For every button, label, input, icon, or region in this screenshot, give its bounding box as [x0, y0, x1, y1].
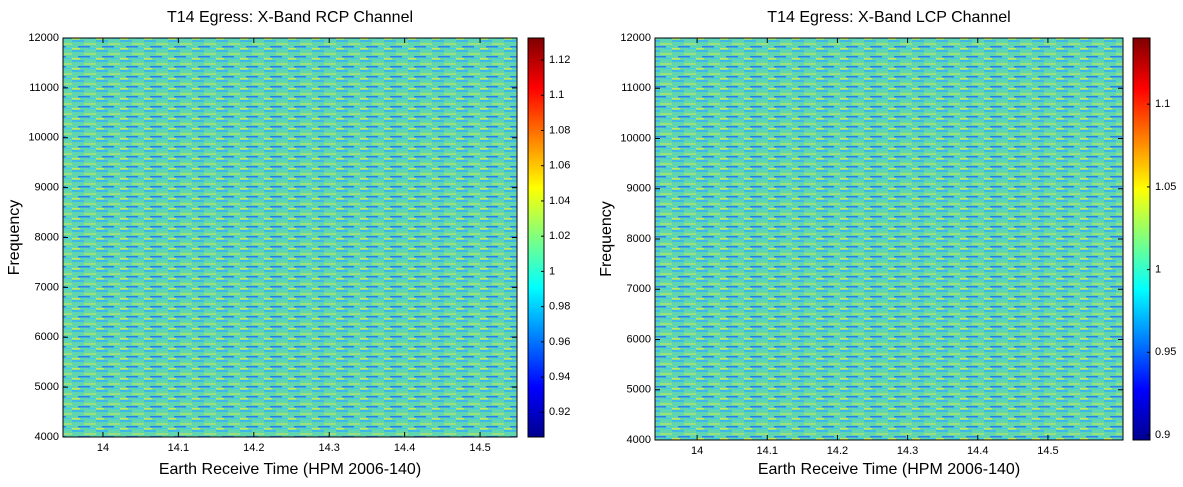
- colorbar-tick-label: 1.12: [549, 54, 570, 66]
- colorbar-tick-label: 1.1: [1155, 98, 1170, 110]
- x-axis-label: Earth Receive Time (HPM 2006-140): [159, 461, 421, 478]
- y-tick-label: 7000: [35, 281, 59, 293]
- colorbar-tick-label: 1.05: [1155, 181, 1176, 193]
- chart-title: T14 Egress: X-Band LCP Channel: [767, 9, 1010, 26]
- y-tick-label: 5000: [35, 381, 59, 393]
- y-tick-label: 11000: [621, 82, 651, 94]
- y-tick-label: 4000: [35, 431, 59, 443]
- y-tick-label: 6000: [35, 331, 59, 343]
- x-tick-label: 14.5: [1037, 445, 1058, 457]
- x-tick-label: 14.4: [967, 445, 988, 457]
- y-tick-label: 8000: [35, 231, 59, 243]
- colorbar-tick-label: 0.9: [1155, 429, 1170, 441]
- y-tick-label: 11000: [29, 82, 59, 94]
- colorbar-tick-label: 0.94: [549, 371, 570, 383]
- x-tick-label: 14.5: [469, 442, 490, 454]
- x-tick-label: 14.1: [168, 442, 189, 454]
- colorbar-tick-label: 0.96: [549, 336, 570, 348]
- y-tick-label: 12000: [28, 32, 59, 44]
- x-tick-label: 14.2: [827, 445, 848, 457]
- y-tick-label: 9000: [627, 183, 651, 195]
- y-tick-label: 9000: [35, 182, 59, 194]
- y-tick-label: 4000: [627, 434, 651, 446]
- x-axis-label: Earth Receive Time (HPM 2006-140): [758, 461, 1020, 478]
- x-tick-label: 14.3: [319, 442, 340, 454]
- y-tick-label: 8000: [627, 233, 651, 245]
- chart-title: T14 Egress: X-Band RCP Channel: [167, 9, 413, 26]
- colorbar: [527, 37, 545, 438]
- y-tick-label: 7000: [627, 283, 651, 295]
- colorbar-tick-label: 1.04: [549, 195, 570, 207]
- colorbar-tick-label: 1: [1155, 264, 1161, 276]
- x-tick-label: 14: [691, 445, 703, 457]
- y-axis-label: Frequency: [598, 201, 615, 277]
- colorbar-tick-label: 1.08: [549, 124, 570, 136]
- colorbar-tick-label: 1.1: [549, 89, 564, 101]
- plot-area: [63, 38, 517, 437]
- x-tick-label: 14.1: [757, 445, 778, 457]
- colorbar-tick-label: 0.95: [1155, 346, 1176, 358]
- x-tick-label: 14.2: [243, 442, 264, 454]
- x-tick-label: 14: [97, 442, 109, 454]
- y-tick-label: 6000: [627, 333, 651, 345]
- colorbar-tick-label: 1: [549, 265, 555, 277]
- colorbar-tick-label: 1.02: [549, 230, 570, 242]
- y-tick-label: 10000: [28, 132, 59, 144]
- x-tick-label: 14.3: [897, 445, 918, 457]
- y-tick-label: 12000: [620, 32, 651, 44]
- y-tick-label: 10000: [620, 132, 651, 144]
- y-axis-label: Frequency: [6, 200, 23, 276]
- y-tick-label: 5000: [627, 384, 651, 396]
- colorbar-tick-label: 0.92: [549, 406, 570, 418]
- colorbar-tick-label: 1.06: [549, 160, 570, 172]
- colorbar: [1132, 37, 1151, 441]
- colorbar-tick-label: 0.98: [549, 301, 570, 313]
- plot-area: [655, 38, 1123, 440]
- x-tick-label: 14.4: [394, 442, 415, 454]
